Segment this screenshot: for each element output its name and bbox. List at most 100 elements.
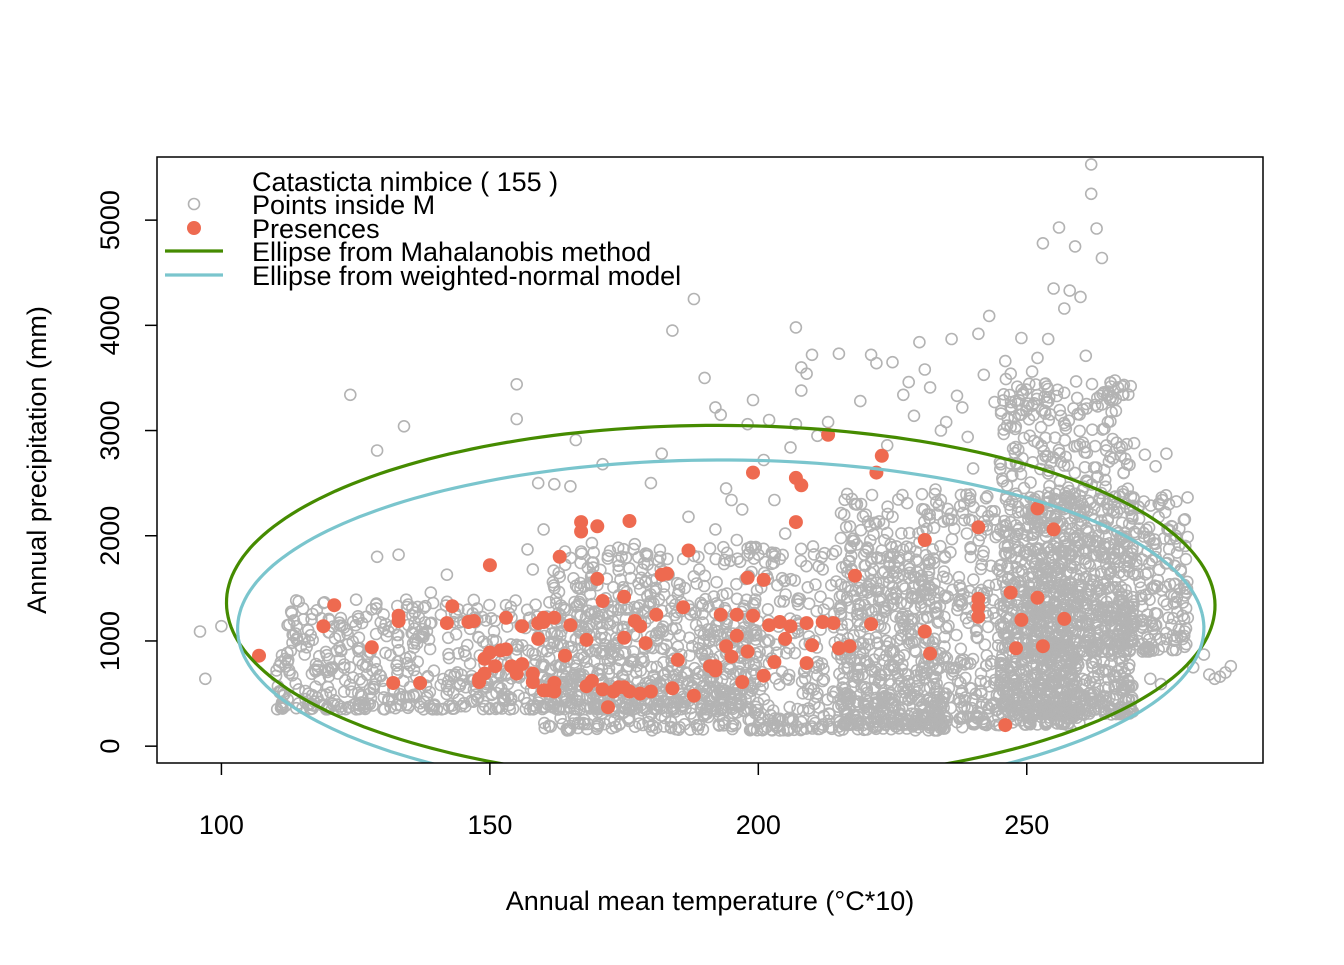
point-inside-m [472, 631, 486, 644]
presence-point [719, 639, 734, 654]
point-inside-m [459, 680, 473, 694]
point-inside-m [540, 644, 554, 658]
point-inside-m [993, 462, 1007, 476]
point-inside-m [982, 309, 996, 323]
point-inside-m [352, 653, 366, 667]
point-inside-m [894, 596, 908, 610]
presence-point [482, 645, 497, 660]
point-inside-m [568, 595, 581, 609]
point-inside-m [1143, 593, 1156, 607]
point-inside-m [1167, 589, 1181, 603]
point-inside-m [1064, 599, 1077, 613]
point-inside-m [851, 607, 865, 621]
point-inside-m [287, 614, 301, 627]
point-inside-m [1084, 187, 1098, 201]
point-inside-m [657, 588, 671, 601]
point-inside-m [406, 601, 419, 615]
point-inside-m [975, 558, 989, 571]
point-inside-m [645, 723, 659, 737]
presence-point [499, 610, 513, 625]
point-inside-m [841, 718, 854, 732]
point-inside-m [574, 608, 587, 622]
point-inside-m [290, 633, 304, 647]
point-inside-m [1179, 552, 1193, 566]
point-inside-m [974, 674, 988, 688]
point-inside-m [330, 644, 344, 658]
point-inside-m [1169, 595, 1182, 609]
point-inside-m [1105, 708, 1118, 721]
point-inside-m [499, 598, 513, 612]
point-inside-m [1065, 645, 1078, 658]
legend-label: Ellipse from weighted-normal model [252, 261, 681, 291]
presence-point [1030, 501, 1045, 516]
point-inside-m [874, 668, 888, 682]
point-inside-m [691, 667, 705, 680]
x-tick-label: 150 [467, 810, 512, 840]
point-inside-m [964, 550, 978, 564]
presence-point [531, 631, 546, 646]
point-inside-m [809, 578, 822, 591]
point-inside-m [747, 722, 761, 736]
point-inside-m [1136, 621, 1150, 635]
point-inside-m [783, 700, 797, 714]
presence-point [724, 649, 739, 664]
point-inside-m [664, 714, 678, 728]
point-inside-m [1059, 544, 1073, 558]
point-inside-m [1117, 568, 1130, 582]
point-inside-m [1048, 431, 1062, 445]
point-inside-m [349, 618, 363, 632]
y-axis: 0 1000 2000 3000 4000 5000 [95, 190, 157, 754]
point-inside-m [1095, 251, 1109, 265]
point-inside-m [789, 417, 803, 431]
point-inside-m [1086, 670, 1100, 684]
point-inside-m [334, 700, 347, 713]
point-inside-m [409, 688, 423, 701]
point-inside-m [1142, 530, 1156, 544]
point-inside-m [929, 483, 942, 496]
point-inside-m [1145, 581, 1159, 595]
point-inside-m [1042, 413, 1055, 427]
point-inside-m [1051, 383, 1064, 397]
point-inside-m [687, 292, 701, 306]
point-inside-m [1051, 578, 1064, 592]
point-inside-m [1166, 643, 1180, 657]
point-inside-m [538, 700, 551, 714]
presence-point [998, 718, 1013, 733]
point-inside-m [1039, 572, 1052, 585]
point-inside-m [311, 659, 325, 673]
point-inside-m [832, 347, 846, 361]
point-inside-m [805, 348, 819, 362]
presence-point [482, 558, 497, 573]
presence-point [584, 673, 599, 688]
point-inside-m [698, 644, 712, 658]
point-inside-m [639, 547, 652, 560]
point-inside-m [692, 641, 706, 655]
point-inside-m [972, 327, 985, 341]
point-inside-m [511, 639, 525, 653]
point-inside-m [1041, 332, 1055, 346]
point-inside-m [1065, 576, 1078, 590]
legend: Catasticta nimbice ( 155 ) Points inside… [165, 167, 681, 291]
point-inside-m [1086, 639, 1099, 653]
point-inside-m [927, 556, 941, 570]
point-inside-m [871, 585, 884, 598]
point-inside-m [1124, 552, 1137, 566]
point-inside-m [862, 603, 875, 617]
point-inside-m [843, 694, 856, 708]
point-inside-m [442, 647, 455, 661]
point-inside-m [1098, 473, 1112, 487]
point-inside-m [761, 644, 775, 658]
presence-point [874, 448, 889, 463]
point-inside-m [874, 551, 888, 565]
point-inside-m [1102, 502, 1115, 516]
point-inside-m [1143, 557, 1156, 570]
presence-point [665, 681, 680, 696]
point-inside-m [290, 619, 303, 633]
point-inside-m [440, 568, 454, 582]
point-inside-m [517, 691, 531, 705]
presence-point [515, 657, 530, 672]
point-inside-m [999, 519, 1013, 533]
point-inside-m [1101, 389, 1114, 403]
point-inside-m [296, 602, 310, 615]
